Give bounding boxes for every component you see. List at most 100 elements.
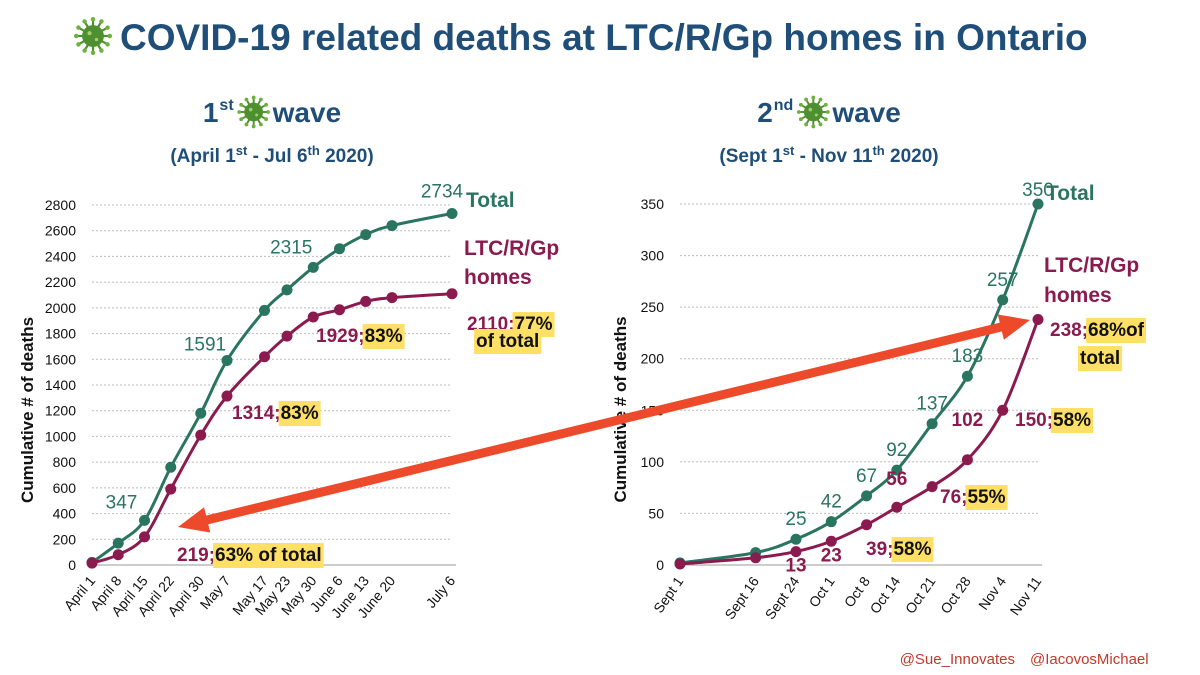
y-tick-label: 1400 bbox=[45, 377, 76, 393]
data-point-total bbox=[386, 220, 398, 232]
y-tick-label: 200 bbox=[641, 351, 665, 367]
arrow-head-left bbox=[178, 507, 211, 533]
data-point-ltc bbox=[112, 549, 124, 561]
ltc-data-label: 238; 68%of bbox=[1050, 318, 1146, 343]
data-point-ltc bbox=[334, 304, 345, 316]
data-point-total bbox=[281, 284, 293, 296]
wave-virus-icon bbox=[796, 95, 830, 129]
data-point-total bbox=[961, 370, 973, 382]
ltc-percent: 68%of bbox=[1088, 320, 1145, 341]
y-tick-label: 2600 bbox=[45, 223, 76, 239]
total-data-label: 137 bbox=[916, 394, 948, 415]
data-point-ltc bbox=[259, 351, 270, 363]
data-point-total bbox=[259, 304, 270, 316]
y-tick-label: 1000 bbox=[45, 428, 76, 444]
data-point-ltc bbox=[790, 546, 802, 558]
comparison-arrow bbox=[178, 314, 1030, 533]
data-point-ltc bbox=[926, 481, 938, 493]
page-title: COVID-19 related deaths at LTC/R/Gp home… bbox=[120, 17, 1088, 58]
ltc-data-label: 1314; 83% bbox=[232, 401, 321, 426]
series-line-ltc bbox=[679, 318, 1040, 566]
total-data-label: 67 bbox=[856, 466, 877, 487]
data-point-ltc bbox=[750, 552, 762, 564]
y-tick-label: 0 bbox=[656, 557, 664, 573]
data-point-ltc bbox=[221, 390, 233, 402]
data-point-ltc bbox=[165, 483, 177, 495]
wave-date-range: (April 1st - Jul 6th 2020) bbox=[170, 143, 373, 167]
data-point-total bbox=[790, 533, 802, 545]
data-point-total bbox=[334, 243, 345, 255]
x-tick-label: Oct 28 bbox=[937, 573, 974, 616]
x-tick-label: Oct 1 bbox=[805, 573, 837, 610]
data-point-ltc bbox=[281, 330, 293, 342]
wave-ordinal: nd bbox=[774, 97, 794, 114]
y-tick-label: 800 bbox=[53, 454, 77, 470]
y-tick-label: 1200 bbox=[45, 403, 76, 419]
data-point-ltc bbox=[825, 535, 837, 547]
x-tick-label: Nov 11 bbox=[1006, 573, 1044, 618]
x-tick-label: Oct 14 bbox=[867, 573, 904, 616]
ltc-percent: 58% bbox=[893, 539, 931, 560]
wave-virus-icon bbox=[237, 95, 270, 129]
total-data-label: 1591 bbox=[184, 334, 226, 355]
y-tick-label: 1600 bbox=[45, 351, 76, 367]
x-tick-label: Nov 4 bbox=[975, 573, 1009, 612]
y-tick-label: 2800 bbox=[45, 197, 76, 213]
legend-ltc: LTC/R/Gp bbox=[464, 237, 559, 260]
highlight-box bbox=[213, 543, 324, 568]
y-tick-label: 1800 bbox=[45, 326, 76, 342]
data-point-ltc bbox=[195, 429, 207, 441]
y-axis-label: Cumulative # of deaths bbox=[18, 317, 37, 503]
data-point-total bbox=[926, 418, 938, 430]
data-point-total bbox=[1032, 198, 1044, 210]
x-tick-label: Oct 21 bbox=[902, 573, 939, 616]
total-data-label: 2734 bbox=[421, 181, 464, 202]
data-point-ltc bbox=[1032, 314, 1044, 326]
total-data-label: 42 bbox=[821, 492, 842, 513]
x-tick-label: Sept 1 bbox=[650, 573, 686, 616]
wave-date-range: (Sept 1st - Nov 11th 2020) bbox=[719, 143, 938, 167]
total-data-label: 2315 bbox=[270, 237, 312, 258]
highlight-box bbox=[362, 324, 405, 349]
ltc-data-label: 102 bbox=[952, 410, 984, 431]
total-data-label: 92 bbox=[886, 440, 907, 461]
y-tick-label: 300 bbox=[641, 248, 665, 264]
x-tick-label: July 6 bbox=[423, 572, 459, 610]
legend-ltc: homes bbox=[1044, 284, 1112, 307]
x-tick-label: May 7 bbox=[197, 572, 234, 612]
highlight-box bbox=[1086, 318, 1146, 343]
ltc-data-label: 219; 63% of total bbox=[177, 543, 324, 568]
arrow-shaft bbox=[200, 321, 1008, 526]
wave-ordinal: st bbox=[219, 97, 234, 114]
series-line-total bbox=[91, 212, 453, 564]
data-point-ltc bbox=[961, 454, 973, 466]
y-tick-label: 350 bbox=[641, 196, 665, 212]
data-point-total bbox=[861, 490, 873, 502]
y-tick-label: 100 bbox=[641, 454, 665, 470]
credit-sue: @Sue_Innovates bbox=[900, 651, 1015, 668]
arrow-head-right bbox=[997, 314, 1030, 340]
data-point-ltc bbox=[86, 557, 98, 569]
data-point-ltc bbox=[674, 558, 686, 570]
data-point-total bbox=[112, 537, 124, 549]
ltc-percent: of total bbox=[476, 331, 539, 352]
ltc-value: 238; bbox=[1050, 320, 1088, 341]
legend-ltc: homes bbox=[464, 266, 532, 289]
y-tick-label: 2000 bbox=[45, 300, 76, 316]
data-point-ltc bbox=[446, 288, 458, 300]
total-data-label: 25 bbox=[785, 509, 806, 530]
data-point-ltc bbox=[997, 404, 1009, 416]
virus-icon bbox=[73, 16, 113, 56]
legend-ltc: LTC/R/Gp bbox=[1044, 254, 1139, 277]
ltc-data-label: 39; 58% bbox=[866, 537, 934, 562]
ltc-data-label: 13 bbox=[785, 556, 806, 577]
ltc-value: 1929; bbox=[316, 326, 365, 347]
ltc-value: 76; bbox=[940, 487, 967, 508]
ltc-percent: total bbox=[1080, 348, 1120, 369]
data-point-ltc bbox=[891, 501, 903, 513]
data-point-total bbox=[307, 261, 319, 273]
ltc-data-label-line2: of total bbox=[474, 329, 542, 354]
legend-total: Total bbox=[466, 189, 515, 212]
